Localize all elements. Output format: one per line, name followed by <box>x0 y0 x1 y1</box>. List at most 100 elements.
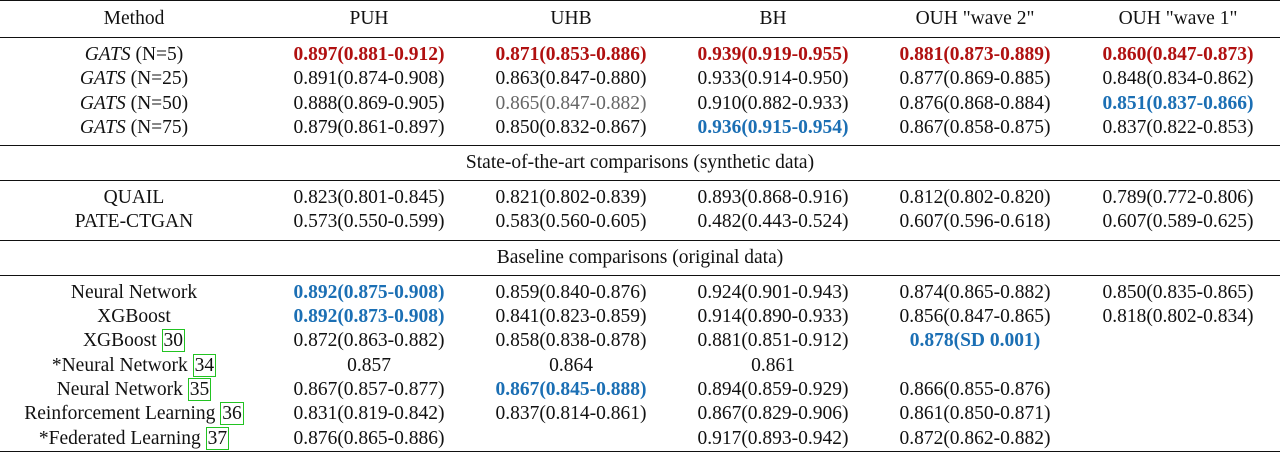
header-method: Method <box>0 0 268 38</box>
value-cell: 0.879(0.861-0.897) <box>268 115 470 147</box>
value-cell: 0.939(0.919-0.955) <box>697 44 849 65</box>
value-cell <box>1076 402 1280 426</box>
value-cell: 0.583(0.560-0.605) <box>470 210 672 241</box>
section-row-baseline: Baseline comparisons (original data) <box>0 240 1280 276</box>
citation-link[interactable]: 35 <box>187 377 212 401</box>
method-n: (N=75) <box>125 116 189 138</box>
citation-link[interactable]: 30 <box>161 329 186 353</box>
value-cell: 0.863(0.847-0.880) <box>495 68 647 90</box>
method-name: QUAIL <box>103 187 165 209</box>
method-cell: QUAIL <box>0 181 268 211</box>
method-name: *Neural Network <box>51 354 193 376</box>
method-name: GATS <box>79 68 126 90</box>
value-cell: 0.837(0.814-0.861) <box>495 403 647 425</box>
header-uhb: UHB <box>470 0 672 38</box>
table-row: GATS (N=50) 0.888(0.869-0.905) 0.865(0.847… <box>0 92 1280 116</box>
method-name: XGBoost <box>82 330 162 352</box>
value-cell: 0.917(0.893-0.942) <box>672 426 874 452</box>
table-row: Neural Network 0.892(0.875-0.908) 0.859(0.… <box>0 275 1280 305</box>
value-cell: 0.823(0.801-0.845) <box>293 187 445 209</box>
value-cell: 0.876(0.868-0.884) <box>899 92 1051 114</box>
method-n: (N=50) <box>125 92 189 114</box>
method-name: GATS <box>84 44 131 65</box>
value-cell: 0.857 <box>347 354 391 376</box>
value-cell: 0.856(0.847-0.865) <box>899 306 1051 328</box>
value-cell: 0.933(0.914-0.950) <box>697 68 849 90</box>
table-row: QUAIL 0.823(0.801-0.845) 0.821(0.802-0.839… <box>0 181 1280 211</box>
method-cell: XGBoost 30 <box>0 329 268 353</box>
value-cell: 0.881(0.851-0.912) <box>697 330 849 352</box>
value-cell: 0.894(0.859-0.929) <box>697 378 849 400</box>
method-cell: GATS (N=75) <box>0 115 268 147</box>
value-cell: 0.888(0.869-0.905) <box>293 92 445 114</box>
section-row-sota: State-of-the-art comparisons (synthetic … <box>0 145 1280 182</box>
section-title-sota: State-of-the-art comparisons (synthetic … <box>0 145 1280 182</box>
section-title-baseline: Baseline comparisons (original data) <box>0 240 1280 276</box>
value-cell <box>1076 426 1280 452</box>
results-table: Method PUH UHB BH OUH "wave 2" OUH "wave… <box>0 0 1280 452</box>
method-cell: Neural Network <box>0 275 268 305</box>
value-cell: 0.789(0.772-0.806) <box>1102 187 1254 209</box>
value-cell: 0.892(0.873-0.908) <box>293 306 445 328</box>
table-row: PATE-CTGAN 0.573(0.550-0.599) 0.583(0.560-… <box>0 210 1280 241</box>
method-name: Neural Network <box>70 281 198 303</box>
value-cell <box>1076 329 1280 353</box>
citation-link[interactable]: 37 <box>205 426 230 450</box>
method-cell: Reinforcement Learning 36 <box>0 402 268 426</box>
method-cell: *Neural Network 34 <box>0 353 268 378</box>
table-row: *Federated Learning 37 0.876(0.865-0.886)… <box>0 426 1280 452</box>
method-cell: Neural Network 35 <box>0 377 268 402</box>
value-cell: 0.848(0.834-0.862) <box>1102 68 1254 90</box>
table-row: GATS (N=75) 0.879(0.861-0.897) 0.850(0.832… <box>0 115 1280 147</box>
method-cell: *Federated Learning 37 <box>0 426 268 452</box>
value-cell: 0.607(0.589-0.625) <box>1076 210 1280 241</box>
value-cell: 0.850(0.832-0.867) <box>470 115 672 147</box>
header-ouh-wave1: OUH "wave 1" <box>1076 0 1280 38</box>
value-cell: 0.881(0.873-0.889) <box>899 44 1051 65</box>
value-cell: 0.877(0.869-0.885) <box>899 68 1051 90</box>
table-row: GATS (N=5) 0.897(0.881-0.912) 0.871(0.853-… <box>0 38 1280 68</box>
value-cell: 0.872(0.862-0.882) <box>874 426 1076 452</box>
value-cell: 0.871(0.853-0.886) <box>495 44 647 65</box>
table-row: Reinforcement Learning 36 0.831(0.819-0.8… <box>0 402 1280 426</box>
value-cell: 0.850(0.835-0.865) <box>1102 281 1254 303</box>
table-row: XGBoost 0.892(0.873-0.908) 0.841(0.823-0.8… <box>0 305 1280 329</box>
value-cell: 0.821(0.802-0.839) <box>495 187 647 209</box>
value-cell: 0.818(0.802-0.834) <box>1102 306 1254 328</box>
value-cell: 0.837(0.822-0.853) <box>1076 115 1280 147</box>
value-cell: 0.831(0.819-0.842) <box>293 403 445 425</box>
value-cell <box>470 426 672 452</box>
value-cell <box>874 354 1076 378</box>
value-cell: 0.936(0.915-0.954) <box>672 115 874 147</box>
header-puh: PUH <box>268 0 470 38</box>
table-row: *Neural Network 34 0.857 0.864 0.861 <box>0 353 1280 378</box>
value-cell: 0.897(0.881-0.912) <box>293 44 445 65</box>
value-cell: 0.864 <box>549 354 593 376</box>
value-cell: 0.812(0.802-0.820) <box>899 187 1051 209</box>
value-cell: 0.866(0.855-0.876) <box>899 378 1051 400</box>
citation-link[interactable]: 34 <box>192 353 217 377</box>
value-cell: 0.861 <box>751 354 795 376</box>
value-cell: 0.867(0.857-0.877) <box>293 378 445 400</box>
citation-link[interactable]: 36 <box>220 402 244 426</box>
method-n: (N=5) <box>130 44 184 65</box>
method-n: (N=25) <box>125 68 189 90</box>
method-name: *Federated Learning <box>38 427 206 449</box>
method-cell: PATE-CTGAN <box>0 210 268 241</box>
method-name: GATS <box>79 116 126 138</box>
value-cell: 0.867(0.858-0.875) <box>874 115 1076 147</box>
value-cell: 0.607(0.596-0.618) <box>874 210 1076 241</box>
method-cell: GATS (N=5) <box>0 38 268 68</box>
method-name: XGBoost <box>97 306 171 328</box>
value-cell: 0.865(0.847-0.882) <box>495 92 647 114</box>
method-name: PATE-CTGAN <box>74 211 194 233</box>
value-cell: 0.924(0.901-0.943) <box>697 281 849 303</box>
method-name: Reinforcement Learning <box>24 403 221 425</box>
value-cell: 0.841(0.823-0.859) <box>495 306 647 328</box>
table-row: Neural Network 35 0.867(0.857-0.877) 0.867… <box>0 377 1280 402</box>
value-cell: 0.859(0.840-0.876) <box>495 281 647 303</box>
value-cell: 0.851(0.837-0.866) <box>1102 92 1254 114</box>
header-row: Method PUH UHB BH OUH "wave 2" OUH "wave… <box>0 0 1280 38</box>
value-cell <box>1076 378 1280 402</box>
value-cell: 0.891(0.874-0.908) <box>293 68 445 90</box>
